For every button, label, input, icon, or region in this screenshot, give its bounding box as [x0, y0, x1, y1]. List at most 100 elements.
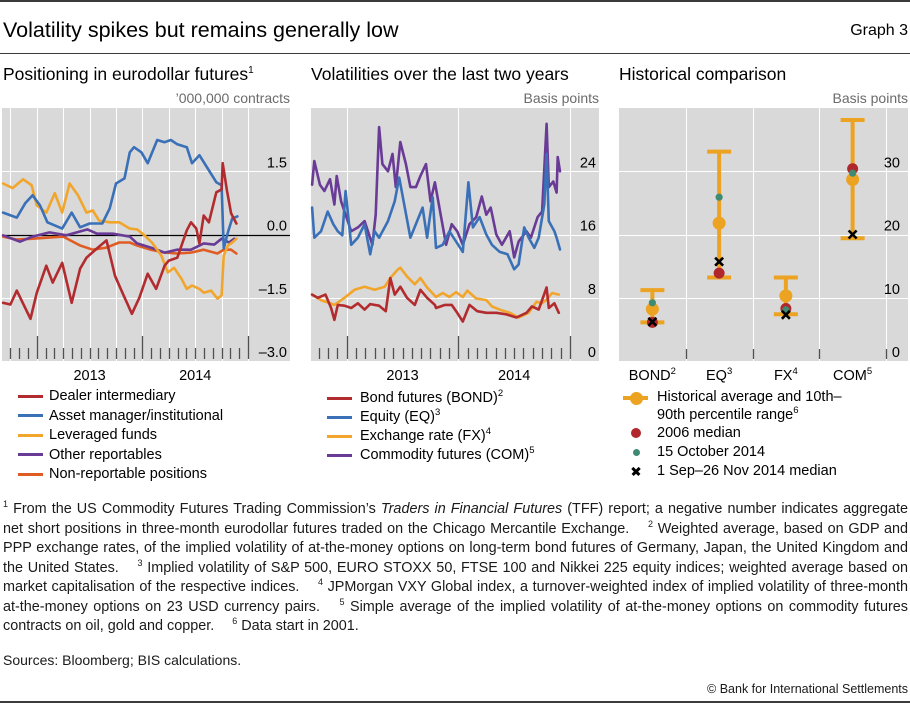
recent-median-cross-marker — [847, 229, 858, 240]
footnote-number: 5 — [339, 596, 345, 607]
category-com — [840, 118, 865, 241]
legend-label: Non-reportable positions — [49, 466, 207, 482]
legend-label: Historical average and 10th–90th percent… — [657, 389, 842, 423]
y-tick-label: –3.0 — [259, 345, 287, 361]
historical-average-dot — [712, 216, 726, 230]
legend-label: Other reportables — [49, 446, 162, 463]
legend-swatch — [327, 434, 352, 438]
footnote-text: Data start in 2001. — [241, 618, 359, 634]
y-tick-label: 24 — [580, 155, 596, 171]
legend-footnote: 5 — [529, 445, 535, 456]
recent-median-cross-marker — [647, 316, 658, 327]
october-15-2014-dot — [648, 299, 656, 307]
footnote-number: 1 — [3, 499, 9, 509]
footnote-text: JPMorgan VXY Global index, a turnover-we… — [3, 579, 908, 615]
legend-item-commodity-futures: Commodity futures (COM)5 — [327, 446, 535, 465]
chart-volatilities-over-the-last-two-years: 2013 2014 24 16 8 0 — [310, 108, 599, 384]
median-2006-dot — [713, 267, 725, 279]
legend-footnote: 4 — [485, 426, 492, 437]
y-tick-label: 20 — [884, 219, 900, 235]
legend-positioning: Dealer intermediary Asset manager/instit… — [18, 387, 223, 485]
legend-item-historical-average-range: Historical average and 10th–90th percent… — [623, 389, 857, 424]
footnote-3: 3 Implied volatility of S&P 500, EURO ST… — [3, 558, 908, 596]
legend-swatch — [327, 453, 352, 457]
legend-item-non-reportable-positions: Non-reportable positions — [18, 465, 223, 485]
series-line-bond-futures-bond — [310, 276, 561, 323]
legend-item-recent-median: 1 Sep–26 Nov 2014 median — [623, 462, 857, 481]
average-dot-icon — [629, 391, 643, 405]
x-tick-label: 2013 — [73, 368, 105, 384]
panel-title-positioning: Positioning in eurodollar futures1 — [3, 63, 254, 85]
footnote-2: 2 Weighted average, based on GDP and PPP… — [3, 518, 908, 576]
recent-median-cross-marker — [714, 256, 725, 267]
category-name: EQ — [706, 368, 727, 384]
category-name: FX — [774, 368, 793, 384]
historical-average-dot — [846, 172, 860, 186]
sources-note: Sources: Bloomberg; BIS calculations. — [3, 652, 242, 668]
top-rule — [0, 0, 910, 2]
legend-item-equity: Equity (EQ)3 — [327, 408, 535, 427]
panel-title-volatilities: Volatilities over the last two years — [311, 64, 569, 84]
legend-item-leveraged-funds: Leveraged funds — [18, 426, 223, 446]
unit-label-volatilities: Basis points — [523, 90, 599, 106]
footnote-number: 2 — [647, 518, 653, 529]
legend-label: Commodity futures (COM) — [360, 447, 530, 463]
unit-label-historical-comparison: Basis points — [832, 90, 908, 106]
legend-swatch — [327, 415, 352, 419]
legend-swatch — [18, 433, 43, 437]
figure-title: Volatility spikes but remains generally … — [3, 18, 399, 42]
legend-label: Bond futures (BOND) — [360, 390, 498, 406]
footnote-text: Simple average of the implied volatility… — [3, 598, 908, 635]
legend-footnote: 6 — [793, 404, 799, 416]
legend-label: 2006 median — [657, 425, 741, 441]
y-tick-label: 30 — [884, 155, 900, 171]
footnote-6: 6 Data start in 2001. — [218, 616, 359, 635]
category-eq — [707, 149, 732, 280]
legend-swatch — [327, 396, 352, 400]
chart-historical-comparison: BOND2 EQ3 FX4 COM5 30 20 10 0 — [619, 108, 908, 384]
footnote-5: 5 Simple average of the implied volatili… — [3, 596, 908, 635]
y-tick-label: 1.5 — [267, 155, 287, 171]
series-line-leveraged-funds — [1, 178, 238, 300]
x-tick-label: 2014 — [179, 368, 211, 384]
panel-title-text: Positioning in eurodollar futures — [3, 64, 249, 84]
legend-volatilities: Bond futures (BOND)2 Equity (EQ)3 Exchan… — [327, 389, 535, 465]
footnote-number: 4 — [318, 577, 324, 587]
legend-label: Dealer intermediary — [49, 388, 176, 404]
legend-label: Leveraged funds — [49, 427, 158, 443]
historical-average-dot — [645, 302, 659, 316]
footnote-text: From the US Commodity Futures Trading Co… — [13, 501, 381, 517]
legend-item-exchange-rate: Exchange rate (FX)4 — [327, 427, 535, 446]
category-label: COM5 — [833, 366, 872, 384]
footnote-text: Implied volatility of S&P 500, EURO STOX… — [3, 559, 908, 596]
panel-title-footnote: 1 — [248, 65, 254, 76]
series-line-asset-manager-institutional — [1, 138, 239, 250]
legend-swatch — [18, 414, 43, 417]
legend-label: 15 October 2014 — [657, 444, 766, 460]
category-footnote: 2 — [671, 366, 676, 377]
legend-label: Exchange rate (FX) — [360, 428, 486, 444]
footnote-italic-title: Traders in Financial Futures — [380, 501, 563, 517]
legend-footnote: 2 — [497, 388, 504, 399]
y-tick-label: 10 — [884, 282, 900, 298]
category-footnote: 3 — [727, 366, 732, 377]
footnote-number: 6 — [232, 616, 238, 626]
category-footnote: 5 — [867, 366, 872, 377]
y-tick-label: 0 — [892, 345, 900, 361]
category-label: EQ3 — [706, 366, 732, 384]
legend-label: Equity (EQ) — [360, 409, 435, 425]
series-line-non-reportable-positions — [1, 235, 238, 255]
legend-swatch — [18, 394, 43, 398]
recent-median-cross-marker — [780, 309, 791, 320]
category-name: COM — [833, 368, 867, 384]
footnote-text: (TFF) report; a negative number indicate… — [3, 501, 908, 537]
y-tick-label: 8 — [588, 282, 596, 298]
title-rule — [0, 53, 910, 54]
panel-title-historical-comparison: Historical comparison — [619, 64, 787, 84]
series-line-dealer-intermediary — [1, 161, 238, 321]
legend-swatch — [18, 453, 43, 456]
category-label: FX4 — [774, 366, 798, 384]
legend-item-bond-futures: Bond futures (BOND)2 — [327, 389, 535, 408]
legend-item-asset-manager-institutional: Asset manager/institutional — [18, 407, 223, 427]
